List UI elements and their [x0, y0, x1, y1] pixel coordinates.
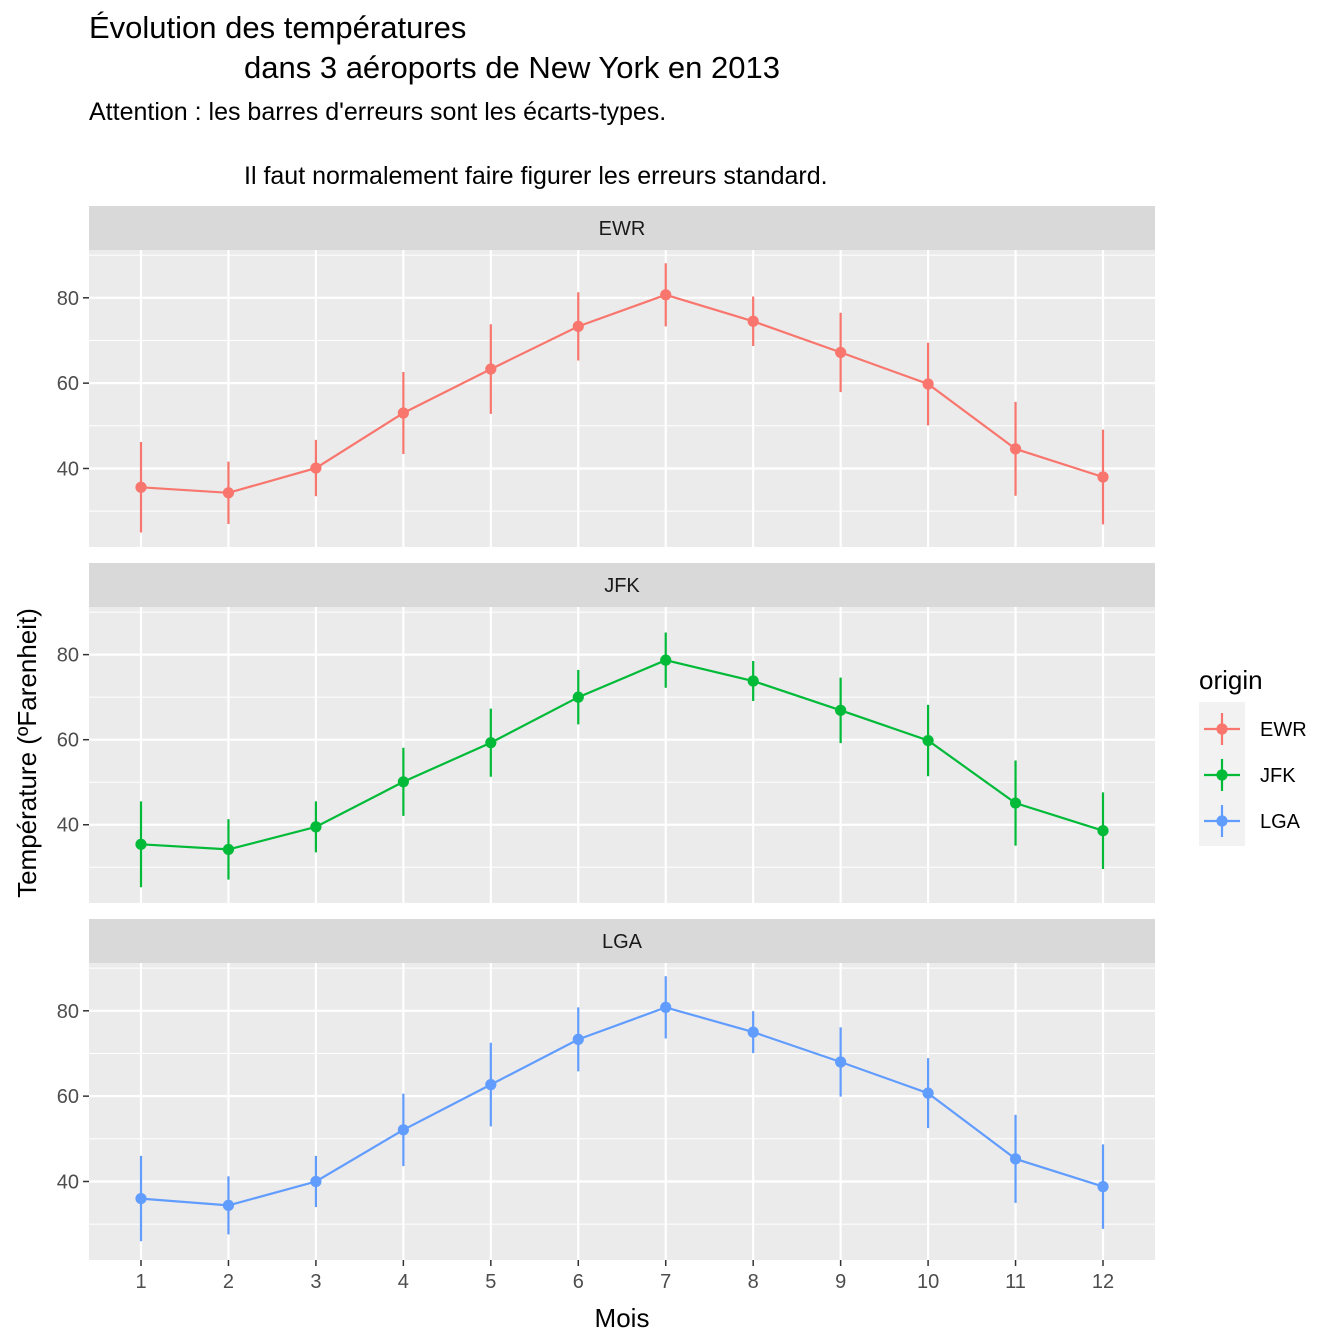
series-line-jfk: [140, 659, 1104, 851]
data-point: [1097, 825, 1109, 837]
facet-strip-label: LGA: [602, 931, 643, 953]
data-point: [572, 320, 584, 332]
legend-key-point: [1216, 769, 1228, 781]
facet-panel-ewr: EWR 40 60 80: [57, 206, 1155, 547]
data-point: [922, 1087, 934, 1099]
data-point: [1009, 1153, 1022, 1165]
chart-title: Évolution des températures dans 3 aéropo…: [89, 10, 780, 85]
facet-panel-lga: LGA 40 60 80: [57, 919, 1155, 1260]
data-point: [135, 481, 147, 493]
title-line-2: dans 3 aéroports de New York en 2013: [244, 50, 780, 85]
panel-background: [89, 250, 1155, 547]
data-point: [747, 675, 759, 687]
data-point: [922, 378, 934, 390]
points-ewr: [135, 289, 1109, 499]
y-tick-label: 60: [57, 373, 79, 395]
data-point: [835, 1056, 847, 1068]
data-point: [1097, 1181, 1109, 1193]
x-tick-label: 3: [310, 1271, 321, 1293]
x-tick-label: 7: [660, 1271, 671, 1293]
points-lga: [135, 1001, 1109, 1211]
x-tick-label: 12: [1092, 1271, 1114, 1293]
data-point: [660, 1001, 672, 1013]
y-tick-label: 60: [57, 1086, 79, 1108]
x-axis: 1 2 3 4 5 6 7 8 9 10 11 12: [135, 1260, 1114, 1293]
data-point: [310, 462, 322, 474]
data-point: [1009, 797, 1022, 809]
data-point: [135, 838, 147, 850]
legend-label: JFK: [1260, 765, 1296, 787]
series-line-lga: [140, 1006, 1104, 1207]
data-point: [135, 1192, 147, 1205]
title-line-1: Évolution des températures: [89, 10, 466, 45]
x-tick-label: 8: [748, 1271, 759, 1293]
legend-item-jfk: JFK: [1204, 759, 1296, 791]
y-tick-label: 80: [57, 645, 79, 667]
x-tick-label: 11: [1005, 1271, 1026, 1293]
y-tick-label: 40: [57, 1171, 79, 1193]
legend-key-point: [1216, 723, 1228, 735]
legend: origin EWR JFK LGA: [1199, 665, 1307, 846]
x-tick-label: 4: [398, 1271, 409, 1293]
data-point: [835, 346, 847, 359]
series-line-ewr: [140, 293, 1104, 494]
data-point: [222, 843, 235, 856]
data-point: [485, 737, 497, 749]
y-tick-label: 40: [57, 458, 79, 480]
data-point: [1009, 443, 1022, 455]
legend-title: origin: [1199, 665, 1263, 695]
y-tick-label: 60: [57, 730, 79, 752]
facet-strip-label: EWR: [599, 218, 646, 240]
data-point: [747, 315, 759, 327]
data-point: [222, 1199, 235, 1211]
y-tick-label: 40: [57, 815, 79, 837]
data-point: [747, 1026, 759, 1038]
subtitle-line-1: Attention : les barres d'erreurs sont le…: [89, 98, 666, 126]
panel-background: [89, 963, 1155, 1260]
panel-background: [89, 607, 1155, 903]
subtitle-line-2: Il faut normalement faire figurer les er…: [244, 162, 828, 190]
facet-strip-label: JFK: [604, 575, 640, 597]
legend-key-point: [1216, 815, 1228, 827]
x-tick-label: 6: [573, 1271, 584, 1293]
data-point: [1097, 471, 1109, 483]
legend-label: LGA: [1260, 811, 1301, 833]
facet-strip: [89, 206, 1155, 250]
data-point: [660, 289, 672, 301]
data-point: [397, 1124, 409, 1136]
legend-label: EWR: [1260, 719, 1307, 741]
data-point: [397, 776, 409, 788]
y-tick-label: 80: [57, 288, 79, 310]
facet-strip: [89, 919, 1155, 963]
data-point: [397, 407, 409, 419]
data-point: [835, 704, 847, 716]
x-tick-label: 10: [917, 1271, 939, 1293]
data-point: [485, 363, 497, 375]
data-point: [572, 691, 584, 703]
points-jfk: [135, 654, 1109, 856]
x-tick-label: 9: [835, 1271, 846, 1293]
chart-subtitle: Attention : les barres d'erreurs sont le…: [89, 98, 828, 190]
data-point: [310, 821, 322, 833]
x-tick-label: 5: [485, 1271, 496, 1293]
y-axis-title: Température (ºFarenheit): [12, 608, 42, 898]
x-tick-label: 1: [135, 1271, 146, 1293]
x-tick-label: 2: [223, 1271, 234, 1293]
facet-panels: EWR 40 60 80 JFK 40 60 80 LGA 40 60 80: [57, 206, 1155, 1260]
data-point: [485, 1079, 497, 1091]
y-tick-label: 80: [57, 1001, 79, 1023]
legend-item-ewr: EWR: [1204, 713, 1307, 745]
data-point: [572, 1033, 584, 1045]
data-point: [922, 734, 934, 747]
legend-item-lga: LGA: [1204, 805, 1301, 837]
data-point: [660, 654, 672, 666]
data-point: [310, 1175, 322, 1188]
facet-strip: [89, 563, 1155, 607]
x-axis-title: Mois: [595, 1303, 650, 1333]
facet-panel-jfk: JFK 40 60 80: [57, 563, 1155, 903]
data-point: [222, 487, 235, 499]
